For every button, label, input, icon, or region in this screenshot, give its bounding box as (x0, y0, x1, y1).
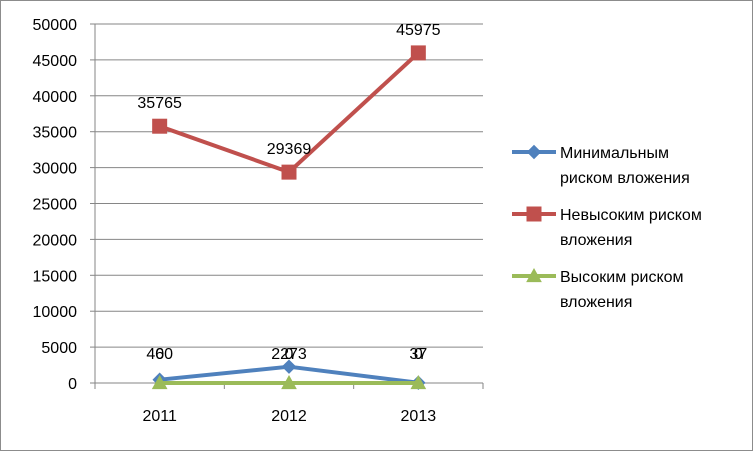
y-tick-label: 45000 (33, 53, 78, 70)
y-tick-label: 5000 (41, 340, 77, 357)
data-point (153, 119, 167, 133)
legend-label: риском вложения (560, 170, 690, 187)
data-label: 29369 (267, 141, 312, 158)
data-label: 45975 (396, 22, 441, 39)
data-label: 0 (155, 346, 164, 363)
data-label: 0 (285, 346, 294, 363)
x-tick-label: 2011 (142, 408, 177, 425)
data-label: 0 (414, 346, 423, 363)
data-point (411, 46, 425, 60)
y-tick-label: 15000 (33, 268, 78, 285)
y-tick-label: 50000 (33, 17, 78, 34)
y-tick-label: 10000 (33, 304, 78, 321)
legend-label: Минимальным (560, 145, 669, 162)
data-label: 35765 (137, 95, 182, 112)
legend-label: Невысоким риском (560, 207, 702, 224)
x-tick-label: 2012 (271, 408, 307, 425)
legend-label: вложения (560, 232, 632, 249)
y-tick-label: 25000 (33, 197, 78, 214)
y-tick-label: 30000 (33, 161, 78, 178)
x-tick-label: 2013 (401, 408, 437, 425)
y-tick-label: 20000 (33, 232, 78, 249)
legend-label: вложения (560, 294, 632, 311)
legend-label: Высоким риском (560, 269, 684, 286)
data-point (282, 165, 296, 179)
y-tick-label: 35000 (33, 125, 78, 142)
legend-marker (527, 207, 541, 221)
y-tick-label: 0 (68, 376, 77, 393)
y-tick-label: 40000 (33, 89, 78, 106)
